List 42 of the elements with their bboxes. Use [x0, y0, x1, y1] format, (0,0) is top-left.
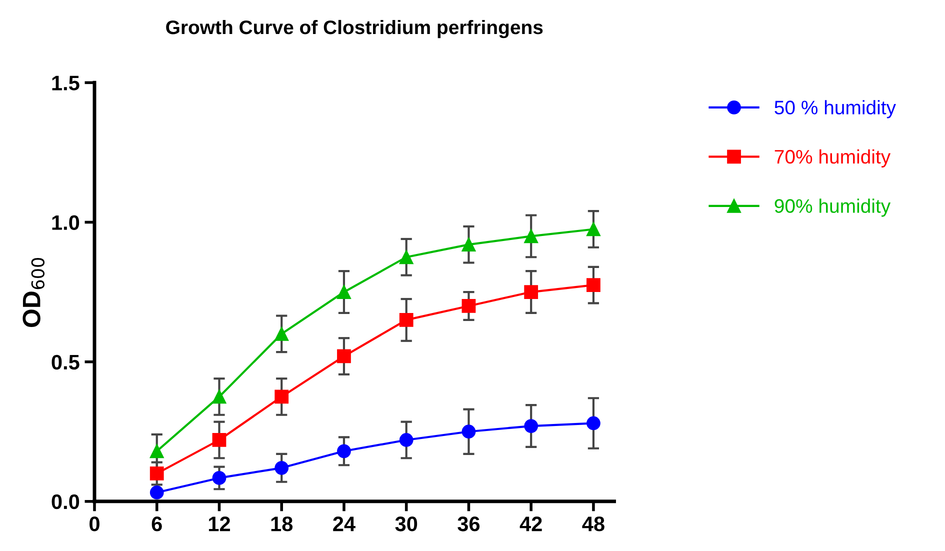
legend-label: 50 % humidity — [774, 100, 896, 118]
point — [586, 278, 600, 292]
x-tick-label: 48 — [582, 516, 604, 532]
point — [150, 466, 164, 480]
y-tick-label: 1.0 — [52, 215, 80, 230]
point — [212, 471, 226, 485]
y-tick-label: 0.0 — [52, 494, 80, 510]
chart-title: Growth Curve of Clostridium perfringens — [166, 20, 543, 38]
point — [337, 285, 351, 299]
point — [586, 416, 600, 430]
point — [337, 444, 351, 458]
point — [586, 222, 600, 236]
point — [274, 460, 289, 475]
point — [150, 444, 164, 458]
point — [212, 433, 226, 447]
y-tick-label: 1.5 — [52, 76, 80, 90]
point — [462, 424, 476, 439]
y-axis-title: OD$_{600}$ — [22, 258, 45, 328]
x-tick-label: 24 — [333, 516, 356, 532]
point — [337, 349, 351, 364]
x-tick-label: 42 — [520, 516, 542, 532]
x-tick-label: 30 — [395, 516, 418, 532]
x-tick-label: 36 — [458, 516, 480, 532]
point — [274, 326, 289, 341]
x-tick-label: 18 — [271, 516, 293, 532]
point — [462, 299, 476, 313]
point — [462, 238, 476, 252]
point — [399, 313, 414, 327]
point — [399, 433, 414, 447]
point — [150, 486, 164, 500]
point — [524, 285, 538, 299]
point — [524, 229, 538, 244]
x-tick-label: 0 — [90, 516, 100, 532]
point — [524, 419, 538, 433]
x-tick-label: 12 — [208, 516, 230, 532]
point — [274, 390, 289, 404]
point — [212, 390, 226, 404]
x-tick-label: 6 — [152, 516, 162, 532]
point — [399, 250, 414, 264]
legend-label: 90% humidity — [774, 198, 891, 217]
y-tick-label: 0.5 — [52, 354, 80, 370]
legend-label: 70% humidity — [774, 149, 891, 168]
